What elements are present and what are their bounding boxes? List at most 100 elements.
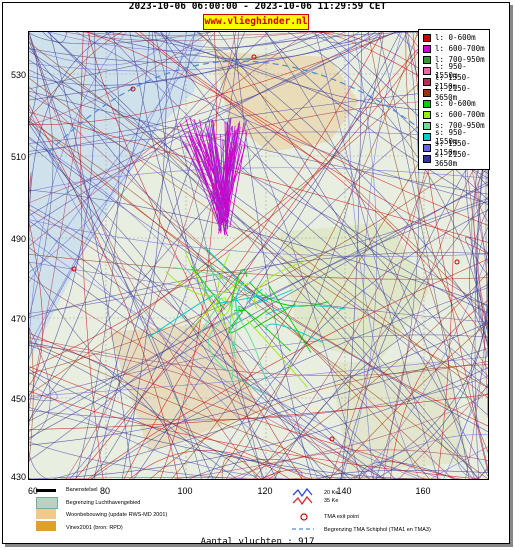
- flight-track: [254, 260, 306, 309]
- flight-track: [29, 32, 150, 421]
- flight-track: [29, 261, 488, 323]
- flight-track: [209, 264, 228, 287]
- flight-track: [225, 121, 228, 223]
- flight-track: [29, 32, 477, 395]
- flight-track-map[interactable]: [28, 31, 489, 480]
- y-tick-490: 490: [10, 234, 26, 244]
- flight-track: [230, 449, 488, 479]
- flight-track: [347, 32, 420, 479]
- flight-track: [29, 252, 488, 318]
- flight-count: Aantal vluchten : 917: [200, 537, 315, 547]
- flight-track: [29, 59, 479, 479]
- x-tick-160: 160: [415, 486, 431, 496]
- flight-track: [358, 461, 456, 479]
- flight-track: [189, 117, 226, 216]
- flight-track: [29, 356, 488, 397]
- flight-track: [29, 366, 311, 479]
- flight-track: [206, 32, 361, 479]
- flight-track: [29, 90, 488, 195]
- flight-track: [29, 390, 480, 479]
- legend-item: l: 2150-3650m: [423, 84, 489, 102]
- sea-area: [29, 32, 204, 362]
- legend-item: s: 0-600m: [423, 98, 476, 109]
- flight-track: [29, 345, 370, 479]
- flight-track: [29, 32, 377, 72]
- flight-track: [329, 322, 488, 479]
- legend-label: s: 700-950m: [435, 121, 485, 130]
- flight-track: [148, 293, 216, 338]
- flight-track: [29, 32, 376, 144]
- flight-track: [150, 364, 488, 479]
- flight-track: [29, 118, 202, 479]
- flight-track: [29, 32, 212, 45]
- flight-track: [171, 32, 419, 479]
- flight-track: [230, 269, 248, 306]
- noise-contour-icon: [292, 487, 313, 506]
- y-tick-470: 470: [10, 314, 26, 324]
- flight-track: [204, 246, 269, 301]
- flight-track: [378, 32, 470, 479]
- legend-swatch: [423, 33, 431, 42]
- housing-swatch: [36, 509, 56, 519]
- tma-boundary-icon: [292, 528, 314, 530]
- flight-track: [196, 32, 488, 330]
- flight-track: [87, 32, 303, 479]
- legend-item: s: 600-700m: [423, 109, 485, 120]
- legend-item: l: 600-700m: [423, 43, 485, 54]
- vinex-label: Vinex2001 (bron: RPD): [66, 525, 123, 531]
- runway-label: Banenstelsel: [66, 487, 98, 493]
- flight-track: [29, 337, 488, 376]
- flight-track: [29, 111, 488, 243]
- legend-item: s: 1550-2150m: [423, 139, 489, 157]
- flight-track: [123, 32, 435, 479]
- flight-track: [29, 201, 488, 432]
- flight-track: [83, 32, 196, 479]
- flight-track: [59, 477, 284, 479]
- site-brand-label[interactable]: www.vlieghinder.nl: [203, 14, 309, 30]
- flight-track: [222, 138, 225, 221]
- flight-track: [160, 32, 217, 479]
- flight-track: [29, 322, 488, 446]
- flight-track: [220, 128, 238, 205]
- flight-track: [29, 382, 295, 479]
- flight-track: [249, 281, 329, 307]
- y-tick-430: 430: [10, 472, 26, 482]
- flight-track: [215, 294, 268, 305]
- polder-area: [279, 222, 429, 362]
- flight-track: [29, 32, 396, 126]
- flight-track: [265, 323, 323, 344]
- flight-track: [175, 392, 488, 479]
- legend-swatch: [423, 44, 431, 53]
- legend-swatch: [423, 99, 431, 108]
- flight-track: [29, 342, 188, 479]
- flight-track: [82, 32, 330, 37]
- flight-track: [29, 32, 479, 90]
- legend-item: s: 2150-3650m: [423, 150, 489, 168]
- x-tick-60: 60: [27, 486, 38, 496]
- legend-swatch: [423, 55, 431, 64]
- map-canvas: [29, 32, 488, 479]
- flight-track: [217, 252, 231, 333]
- tma-boundary-label: Begrenzing TMA Schiphol (TMA1 en TMA3): [324, 527, 431, 533]
- flight-track: [318, 470, 488, 479]
- legend-swatch: [423, 121, 431, 130]
- tma-exit-points: [71, 54, 460, 442]
- flight-track: [105, 32, 488, 379]
- flight-track: [29, 32, 345, 64]
- legend-item: l: 700-950m: [423, 54, 485, 65]
- flight-track: [186, 123, 223, 210]
- flight-track: [29, 32, 210, 126]
- flight-track: [129, 450, 290, 479]
- flight-track: [199, 119, 220, 223]
- flight-track: [29, 238, 442, 479]
- flight-track: [29, 33, 259, 479]
- flight-track: [47, 32, 480, 479]
- flight-track: [226, 121, 241, 210]
- flight-track: [29, 367, 488, 479]
- legend-label: s: 950-1550m: [434, 127, 467, 146]
- flight-track: [87, 258, 488, 479]
- legend-swatch: [423, 66, 431, 75]
- flight-track: [29, 86, 488, 155]
- flight-track: [65, 32, 236, 479]
- legend-label: l: 2150-3650m: [434, 83, 471, 102]
